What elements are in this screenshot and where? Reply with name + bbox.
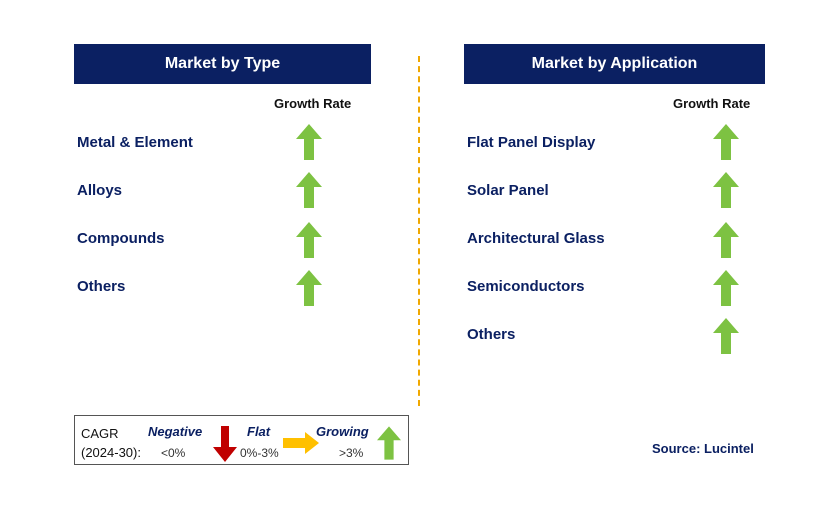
legend-cagr-line1: CAGR	[81, 426, 119, 441]
legend-growing-range: >3%	[339, 446, 364, 460]
source-credit: Source: Lucintel	[652, 441, 754, 456]
growing-up-arrow-icon	[713, 222, 739, 258]
right-row-label-semiconductors: Semiconductors	[467, 278, 585, 295]
growing-up-arrow-icon	[713, 318, 739, 354]
legend-cagr-line2: (2024-30):	[81, 445, 141, 460]
growing-up-arrow-icon	[296, 124, 322, 160]
right-row-label-flat-panel-display: Flat Panel Display	[467, 134, 596, 151]
growing-up-arrow-icon	[296, 270, 322, 306]
left-panel-title: Market by Type	[74, 44, 371, 84]
legend-flat-label: Flat	[247, 424, 271, 439]
growing-up-arrow-icon	[713, 124, 739, 160]
growing-up-arrow-icon	[713, 172, 739, 208]
growing-up-arrow-icon	[296, 172, 322, 208]
left-growth-rate-header: Growth Rate	[274, 96, 352, 111]
legend-negative-label: Negative	[148, 424, 203, 439]
cagr-legend: CAGR (2024-30): Negative <0% Flat 0%-3% …	[74, 415, 409, 465]
legend-flat-range: 0%-3%	[240, 446, 279, 460]
negative-down-arrow-icon	[213, 426, 237, 462]
right-row-label-architectural-glass: Architectural Glass	[467, 230, 605, 247]
right-panel-title: Market by Application	[464, 44, 765, 84]
left-row-label-alloys: Alloys	[77, 182, 123, 199]
left-row-label-compounds: Compounds	[77, 230, 165, 247]
legend-negative-range: <0%	[161, 446, 186, 460]
legend-growing-label: Growing	[316, 424, 369, 439]
right-growth-rate-header: Growth Rate	[673, 96, 751, 111]
growing-up-arrow-icon	[296, 222, 322, 258]
right-row-label-others: Others	[467, 326, 516, 343]
growing-up-arrow-icon	[713, 270, 739, 306]
growing-up-arrow-icon	[377, 426, 401, 460]
left-row-label-metal-element: Metal & Element	[77, 134, 193, 151]
flat-right-arrow-icon	[283, 432, 319, 454]
legend-cagr-label: CAGR (2024-30):	[81, 424, 141, 462]
panel-divider	[418, 56, 420, 406]
right-row-label-solar-panel: Solar Panel	[467, 182, 549, 199]
left-row-label-others: Others	[77, 278, 126, 295]
